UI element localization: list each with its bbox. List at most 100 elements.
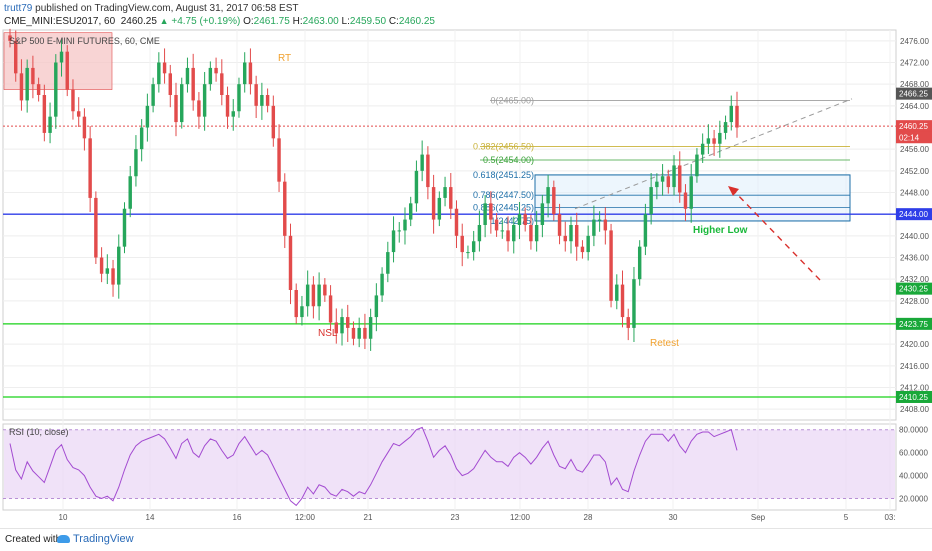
candle-body xyxy=(328,295,333,323)
candle-body xyxy=(666,176,671,188)
candle-body xyxy=(420,154,424,171)
candle-body xyxy=(437,197,442,220)
chart-header: trutt79 published on TradingView.com, Au… xyxy=(0,0,932,30)
fib-level-label: 0.382(2456.50) xyxy=(473,141,534,151)
candle-body xyxy=(517,214,522,225)
fib-level-label: 1(2442.75) xyxy=(490,216,534,226)
annotation-retest: Retest xyxy=(650,338,679,349)
rsi-tick-label: 40.0000 xyxy=(899,472,928,481)
candle-body xyxy=(637,246,642,280)
x-tick-label: 30 xyxy=(669,513,678,522)
price-tag-label: 2466.25 xyxy=(899,90,928,99)
x-tick-label: 23 xyxy=(451,513,460,522)
candle-body xyxy=(8,35,12,41)
candle-body xyxy=(174,95,178,123)
chart-canvas[interactable]: 2408.00 2412.00 2416.00 2420.00 2428.00 2432.… xyxy=(0,0,932,528)
candle-body xyxy=(678,165,682,193)
candle-body xyxy=(683,192,688,209)
candle-body xyxy=(408,203,413,220)
candle-body xyxy=(460,235,464,253)
fib-level-label: 0(2465.00) xyxy=(490,95,534,105)
last-price: 2460.25 xyxy=(120,16,157,27)
candle-body xyxy=(431,187,436,220)
candle-body xyxy=(54,62,58,117)
candle-body xyxy=(76,111,81,117)
candle-body xyxy=(443,187,447,198)
candle-body xyxy=(139,127,144,150)
candle-body xyxy=(471,241,476,253)
candle-body xyxy=(534,225,539,242)
y-tick-label: 2420.00 xyxy=(900,340,929,349)
candle-body xyxy=(271,105,276,139)
candle-body xyxy=(735,105,739,128)
candle-body xyxy=(660,176,665,182)
y-tick-label: 2464.00 xyxy=(900,102,929,111)
candle-body xyxy=(655,181,659,188)
candle-body xyxy=(626,317,630,328)
annotation-rt: RT xyxy=(278,53,291,64)
rsi-tick-label: 60.0000 xyxy=(899,449,928,458)
x-tick-label: 16 xyxy=(233,513,242,522)
candle-body xyxy=(512,225,516,242)
low-label: L: xyxy=(341,16,350,27)
price-tag xyxy=(896,87,932,100)
x-tick-label: Sep xyxy=(751,513,766,522)
candle-body xyxy=(466,252,470,254)
candle-body xyxy=(168,73,173,95)
candle-body xyxy=(214,67,218,74)
candle-body xyxy=(88,138,92,198)
high-label: H: xyxy=(292,16,303,27)
candle-body xyxy=(620,284,625,318)
candle-body xyxy=(42,95,47,133)
candle-body xyxy=(65,51,69,90)
y-tick-label: 2408.00 xyxy=(900,405,929,414)
candle-body xyxy=(14,40,18,74)
candle-body xyxy=(557,214,562,236)
candle-body xyxy=(99,257,104,274)
open-label: O: xyxy=(243,16,254,27)
candle-body xyxy=(523,214,527,225)
candle-body xyxy=(706,138,711,144)
price-change: +4.75 (+0.19%) xyxy=(171,16,241,27)
rsi-band xyxy=(4,429,895,499)
price-tag xyxy=(896,282,932,295)
x-tick-label: 12:00 xyxy=(295,513,316,522)
candle-body xyxy=(397,230,401,232)
rsi-line xyxy=(9,426,738,507)
x-tick-label: 21 xyxy=(364,513,373,522)
close-value: 2460.25 xyxy=(398,16,435,27)
candle-body xyxy=(242,62,247,85)
fib-level-label: 0.786(2447.50) xyxy=(473,190,534,200)
price-tag-label: 2444.00 xyxy=(899,210,928,219)
author-link[interactable]: trutt79 xyxy=(4,3,33,14)
rsi-tick-label: 20.0000 xyxy=(899,495,928,504)
candle-body xyxy=(449,187,453,209)
price-tag xyxy=(896,317,932,330)
footer: Created with TradingView xyxy=(0,528,932,551)
fib-level-label: 0.886(2445.25) xyxy=(473,202,534,212)
candle-body xyxy=(500,230,505,232)
x-tick-label: 12:00 xyxy=(510,513,531,522)
created-with-text: Created with xyxy=(5,534,62,545)
symbol-info: CME_MINI:ESU2017, 60 2460.25 ▲ +4.75 (+0… xyxy=(4,16,435,27)
candle-body xyxy=(277,138,281,182)
candle-body xyxy=(574,225,579,247)
y-tick-label: 2436.00 xyxy=(900,254,929,263)
candle-body xyxy=(283,181,287,236)
candle-body xyxy=(208,67,213,85)
candle-body xyxy=(351,327,356,339)
up-arrow-icon: ▲ xyxy=(159,16,169,26)
trend-line xyxy=(574,98,853,210)
tradingview-logo[interactable]: TradingView xyxy=(57,533,134,545)
candle-body xyxy=(368,317,373,339)
candle-body xyxy=(363,327,367,339)
price-tag-label: 2460.25 xyxy=(899,122,928,131)
published-text: published on TradingView.com, August 31,… xyxy=(35,3,299,14)
candle-body xyxy=(151,84,155,106)
candle-body xyxy=(122,208,127,247)
low-value: 2459.50 xyxy=(349,16,387,27)
candle-body xyxy=(609,230,613,301)
y-tick-label: 2472.00 xyxy=(900,59,929,68)
candle-body xyxy=(317,284,321,307)
candle-body xyxy=(374,295,379,318)
